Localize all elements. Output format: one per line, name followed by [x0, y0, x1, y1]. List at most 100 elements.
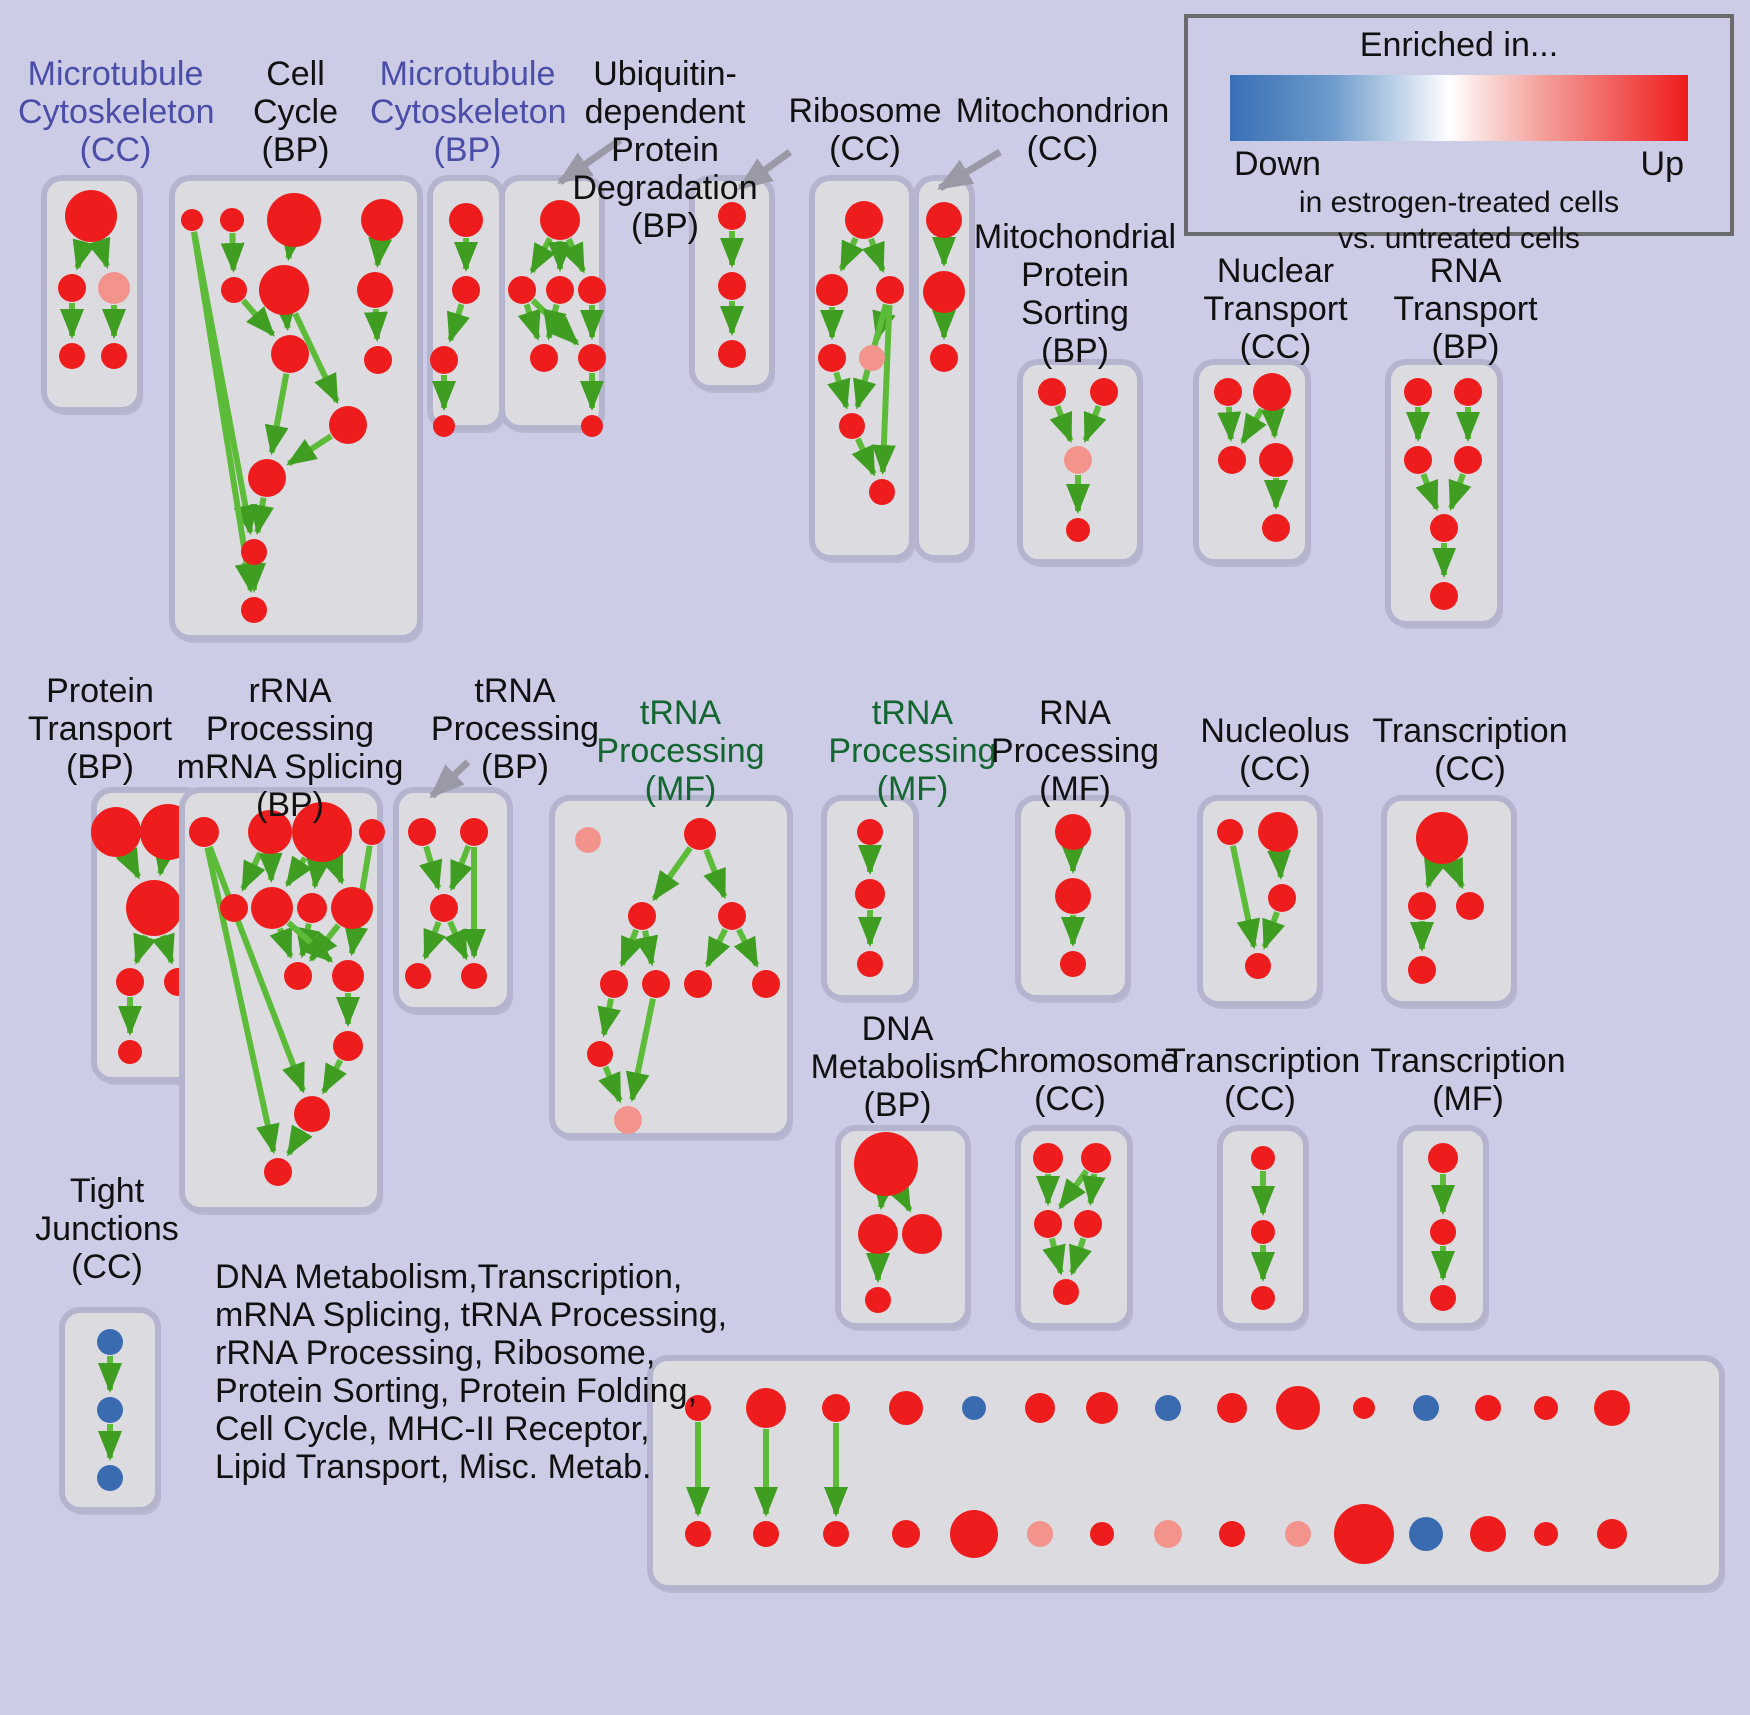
network-node[interactable]: [718, 902, 746, 930]
network-node[interactable]: [1074, 1210, 1102, 1238]
network-node[interactable]: [1218, 446, 1246, 474]
network-node[interactable]: [1430, 514, 1458, 542]
network-node[interactable]: [857, 819, 883, 845]
network-node[interactable]: [587, 1041, 613, 1067]
network-node[interactable]: [1409, 1517, 1443, 1551]
network-node[interactable]: [1055, 814, 1091, 850]
network-node[interactable]: [1416, 812, 1468, 864]
network-node[interactable]: [91, 807, 141, 857]
network-node[interactable]: [1025, 1393, 1055, 1423]
network-node[interactable]: [1334, 1504, 1394, 1564]
network-node[interactable]: [1251, 1220, 1275, 1244]
network-node[interactable]: [220, 894, 248, 922]
network-node[interactable]: [220, 208, 244, 232]
network-node[interactable]: [1053, 1279, 1079, 1305]
network-node[interactable]: [869, 479, 895, 505]
network-node[interactable]: [746, 1388, 786, 1428]
network-node[interactable]: [684, 818, 716, 850]
network-node[interactable]: [364, 346, 392, 374]
network-node[interactable]: [405, 963, 431, 989]
network-node[interactable]: [1027, 1521, 1053, 1547]
network-node[interactable]: [97, 1329, 123, 1355]
network-node[interactable]: [292, 802, 352, 862]
network-node[interactable]: [1430, 582, 1458, 610]
network-node[interactable]: [1276, 1386, 1320, 1430]
network-node[interactable]: [1253, 373, 1291, 411]
network-node[interactable]: [58, 274, 86, 302]
network-node[interactable]: [926, 202, 962, 238]
network-node[interactable]: [1064, 446, 1092, 474]
network-node[interactable]: [816, 274, 848, 306]
network-node[interactable]: [1470, 1516, 1506, 1552]
network-node[interactable]: [65, 190, 117, 242]
network-node[interactable]: [1251, 1286, 1275, 1310]
network-node[interactable]: [930, 344, 958, 372]
network-node[interactable]: [575, 827, 601, 853]
cluster-box[interactable]: [169, 175, 423, 641]
network-node[interactable]: [181, 209, 203, 231]
network-node[interactable]: [329, 406, 367, 444]
network-node[interactable]: [98, 272, 130, 304]
network-node[interactable]: [297, 893, 327, 923]
network-node[interactable]: [1217, 1393, 1247, 1423]
network-node[interactable]: [1245, 953, 1271, 979]
network-node[interactable]: [97, 1465, 123, 1491]
network-node[interactable]: [241, 539, 267, 565]
network-node[interactable]: [332, 960, 364, 992]
network-node[interactable]: [1251, 1146, 1275, 1170]
network-node[interactable]: [1353, 1397, 1375, 1419]
network-node[interactable]: [271, 335, 309, 373]
network-node[interactable]: [1081, 1143, 1111, 1173]
network-node[interactable]: [1454, 446, 1482, 474]
network-node[interactable]: [684, 970, 712, 998]
network-node[interactable]: [1428, 1143, 1458, 1173]
cluster-box[interactable]: [499, 175, 605, 431]
network-node[interactable]: [221, 277, 247, 303]
network-node[interactable]: [1060, 951, 1086, 977]
network-node[interactable]: [251, 887, 293, 929]
network-node[interactable]: [858, 1214, 898, 1254]
network-node[interactable]: [855, 879, 885, 909]
network-node[interactable]: [259, 265, 309, 315]
network-node[interactable]: [408, 818, 436, 846]
network-node[interactable]: [1090, 1522, 1114, 1546]
network-node[interactable]: [284, 962, 312, 990]
network-node[interactable]: [264, 1158, 292, 1186]
network-node[interactable]: [752, 970, 780, 998]
network-node[interactable]: [1259, 443, 1293, 477]
network-node[interactable]: [118, 1040, 142, 1064]
network-node[interactable]: [1219, 1521, 1245, 1547]
network-node[interactable]: [1430, 1285, 1456, 1311]
network-node[interactable]: [357, 272, 393, 308]
network-node[interactable]: [578, 276, 606, 304]
network-node[interactable]: [461, 963, 487, 989]
network-node[interactable]: [718, 202, 746, 230]
network-node[interactable]: [1038, 378, 1066, 406]
network-node[interactable]: [331, 887, 373, 929]
network-node[interactable]: [685, 1395, 711, 1421]
network-node[interactable]: [1285, 1521, 1311, 1547]
network-node[interactable]: [839, 413, 865, 439]
network-node[interactable]: [1086, 1392, 1118, 1424]
network-node[interactable]: [845, 201, 883, 239]
network-node[interactable]: [685, 1521, 711, 1547]
network-node[interactable]: [642, 970, 670, 998]
network-node[interactable]: [189, 817, 219, 847]
network-node[interactable]: [950, 1510, 998, 1558]
network-node[interactable]: [1034, 1210, 1062, 1238]
network-node[interactable]: [600, 970, 628, 998]
network-node[interactable]: [753, 1521, 779, 1547]
network-node[interactable]: [1033, 1143, 1063, 1173]
network-node[interactable]: [1217, 819, 1243, 845]
network-node[interactable]: [359, 819, 385, 845]
network-node[interactable]: [101, 343, 127, 369]
network-node[interactable]: [1066, 518, 1090, 542]
network-node[interactable]: [1055, 878, 1091, 914]
network-node[interactable]: [452, 276, 480, 304]
network-node[interactable]: [1594, 1390, 1630, 1426]
network-node[interactable]: [1154, 1520, 1182, 1548]
network-node[interactable]: [865, 1287, 891, 1313]
network-node[interactable]: [923, 271, 965, 313]
network-node[interactable]: [1214, 378, 1242, 406]
network-node[interactable]: [818, 344, 846, 372]
